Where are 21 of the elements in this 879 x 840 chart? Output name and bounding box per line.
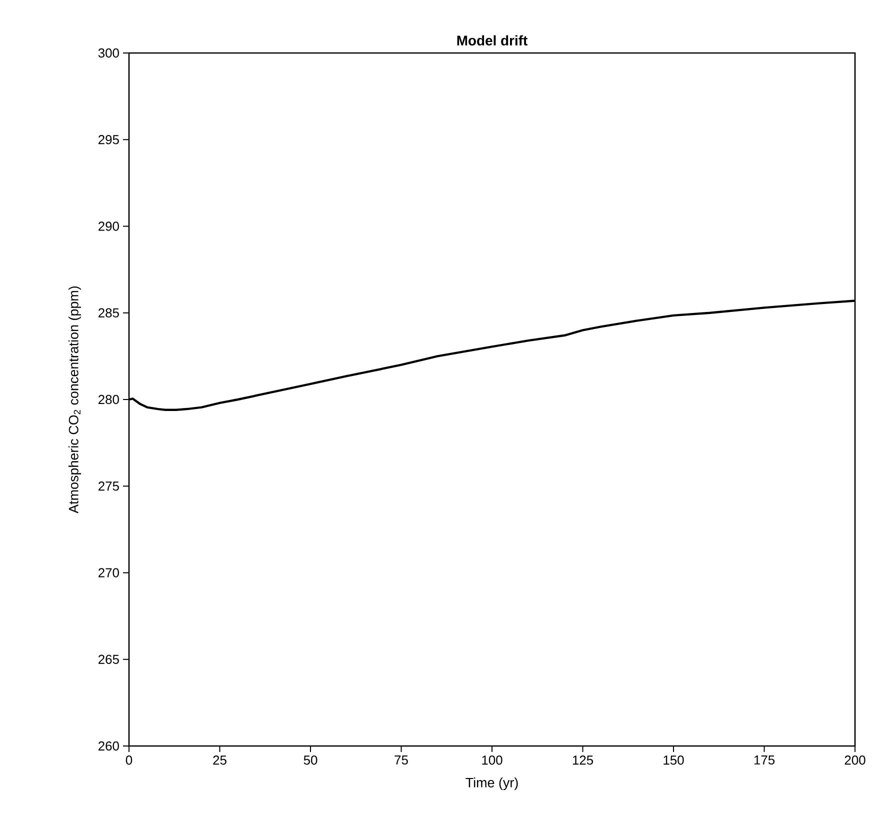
y-tick-label: 295 bbox=[98, 135, 119, 144]
y-tick-label: 280 bbox=[98, 394, 119, 404]
x-tick-label: 200 bbox=[844, 756, 866, 765]
x-tick-label: 0 bbox=[126, 756, 132, 765]
x-tick-label: 100 bbox=[482, 756, 502, 765]
x-tick-label: 25 bbox=[213, 756, 226, 765]
x-tick-label: 175 bbox=[754, 756, 775, 765]
x-axis-title: Time (yr) bbox=[466, 778, 518, 790]
y-tick-label: 275 bbox=[98, 482, 119, 491]
y-axis-title: Atmospheric CO$_{2}$ concentration (ppm) bbox=[68, 286, 82, 514]
y-tick-label: 290 bbox=[98, 222, 119, 231]
x-tick-label: 125 bbox=[572, 756, 594, 765]
chart-title: Model drift bbox=[457, 35, 528, 46]
x-tick-label: 150 bbox=[664, 756, 684, 765]
x-tick-label: 50 bbox=[304, 756, 318, 765]
y-tick-label: 260 bbox=[98, 741, 119, 751]
y-tick-label: 285 bbox=[98, 308, 119, 318]
y-tick-label: 265 bbox=[98, 654, 119, 664]
y-tick-label: 300 bbox=[98, 48, 119, 58]
y-tick-label: 270 bbox=[98, 568, 119, 578]
x-tick-label: 75 bbox=[394, 756, 408, 765]
